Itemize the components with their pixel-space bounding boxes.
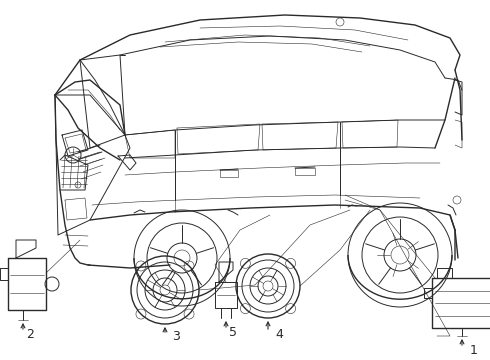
Text: 5: 5 bbox=[229, 325, 237, 338]
Text: 2: 2 bbox=[26, 328, 34, 341]
Text: 4: 4 bbox=[275, 328, 283, 341]
Text: 3: 3 bbox=[172, 330, 180, 343]
Text: 1: 1 bbox=[470, 343, 478, 356]
